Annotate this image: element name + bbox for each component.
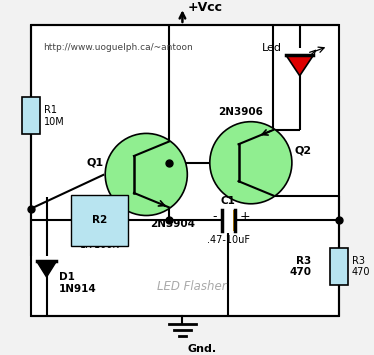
Text: R3
470: R3 470 [289,256,312,277]
FancyBboxPatch shape [31,25,339,316]
Text: C1: C1 [221,196,236,206]
Text: Led: Led [262,43,282,53]
Text: D1
1N914: D1 1N914 [59,272,97,294]
FancyBboxPatch shape [233,210,237,231]
Text: .47-10uF: .47-10uF [207,235,250,245]
Text: R1
10M: R1 10M [44,105,64,127]
Text: 2N3904: 2N3904 [150,219,195,229]
Text: +Vcc: +Vcc [187,1,222,14]
Circle shape [210,122,292,204]
Text: LED Flasher: LED Flasher [157,280,227,293]
Text: Gnd.: Gnd. [187,344,217,354]
Text: 2N3906: 2N3906 [218,107,263,117]
Text: +: + [240,210,251,223]
Text: R3
470: R3 470 [352,256,370,277]
FancyBboxPatch shape [22,97,40,135]
Text: Q2: Q2 [295,146,312,155]
FancyBboxPatch shape [76,212,124,229]
Text: http://www.uoguelph.ca/~antoon: http://www.uoguelph.ca/~antoon [43,43,192,51]
Circle shape [105,133,187,215]
Text: R2: R2 [92,215,107,225]
Text: -: - [212,210,217,223]
Polygon shape [37,261,56,277]
Polygon shape [286,55,313,76]
FancyBboxPatch shape [330,248,347,285]
Text: Q1: Q1 [86,157,103,167]
Text: 1K-100K: 1K-100K [80,240,120,250]
